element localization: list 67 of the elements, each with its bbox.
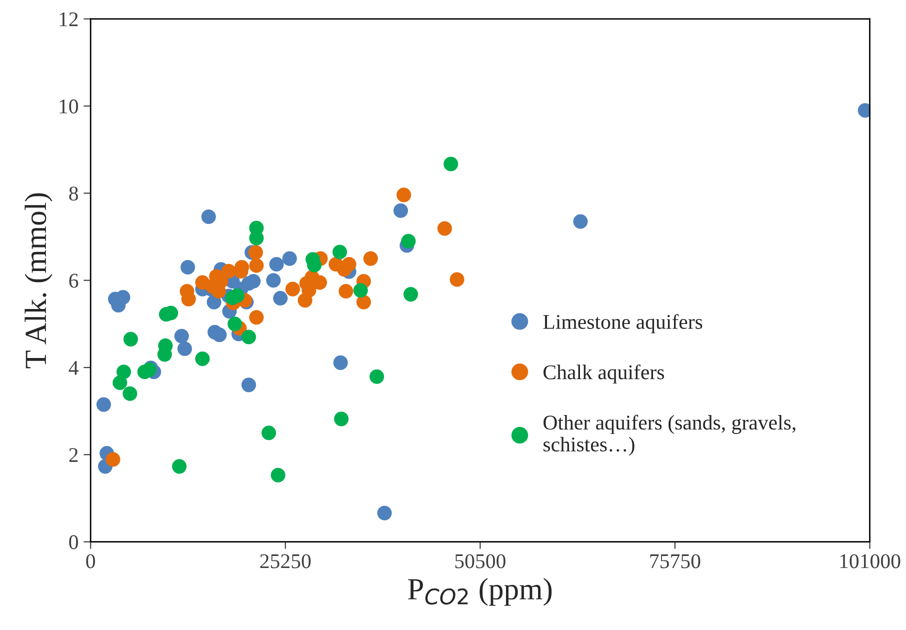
- point: [450, 272, 464, 287]
- y-tick-label: 4: [68, 361, 78, 375]
- point: [181, 292, 196, 306]
- point: [112, 375, 128, 390]
- point: [241, 378, 256, 392]
- x-tick-label: 25250: [260, 554, 311, 568]
- x-tick-label: 0: [86, 554, 96, 568]
- y-tick-label: 2: [69, 448, 78, 462]
- point: [396, 188, 412, 202]
- point: [370, 369, 384, 384]
- point: [177, 341, 192, 356]
- point: [172, 459, 187, 474]
- point: [437, 221, 452, 236]
- point: [180, 260, 196, 275]
- legend-label: Other aquifers (sands, gravels, schistes…): [544, 414, 796, 456]
- point: [353, 283, 368, 298]
- point: [122, 386, 138, 401]
- y-tick-label: 8: [69, 186, 78, 201]
- point: [123, 332, 138, 346]
- point: [285, 282, 300, 296]
- point: [356, 294, 371, 310]
- legend-label: Chalk aquifers: [544, 364, 664, 384]
- point: [266, 273, 281, 288]
- x-tick-label: 101000: [840, 554, 900, 568]
- point: [393, 203, 408, 218]
- y-axis-title: T Alk. (mmol): [24, 193, 52, 368]
- point: [228, 316, 242, 332]
- point: [332, 244, 348, 260]
- point: [201, 209, 216, 224]
- point: [158, 338, 173, 353]
- point: [342, 256, 356, 272]
- point: [312, 275, 328, 290]
- point: [246, 274, 261, 289]
- x-tick-label: 75750: [650, 554, 700, 568]
- point: [338, 284, 354, 299]
- point: [212, 328, 227, 342]
- point: [269, 256, 284, 272]
- y-tick-label: 12: [60, 12, 78, 26]
- point: [377, 506, 392, 520]
- point: [401, 234, 416, 248]
- point: [195, 275, 210, 290]
- point: [248, 245, 263, 260]
- point: [282, 251, 297, 266]
- point: [333, 355, 348, 370]
- point: [221, 264, 236, 278]
- point: [363, 251, 378, 266]
- point: [241, 330, 256, 344]
- point: [106, 452, 120, 467]
- point: [249, 310, 264, 325]
- point: [573, 214, 588, 229]
- point: [249, 258, 264, 273]
- y-tick-label: 0: [69, 535, 78, 550]
- point: [96, 397, 111, 412]
- point: [334, 412, 349, 426]
- x-axis-title: P$_{CO2}$ (ppm): [408, 578, 552, 606]
- point: [116, 290, 130, 305]
- point: [195, 352, 210, 366]
- point: [262, 426, 276, 440]
- y-tick-label: 6: [69, 274, 78, 288]
- point: [403, 287, 418, 302]
- point: [444, 156, 458, 172]
- point: [174, 328, 189, 344]
- x-tick-label: 50500: [455, 554, 506, 568]
- point: [270, 468, 286, 482]
- point: [273, 290, 288, 306]
- y-tick-label: 10: [60, 99, 78, 114]
- legend-label: Limestone aquifers: [543, 314, 702, 334]
